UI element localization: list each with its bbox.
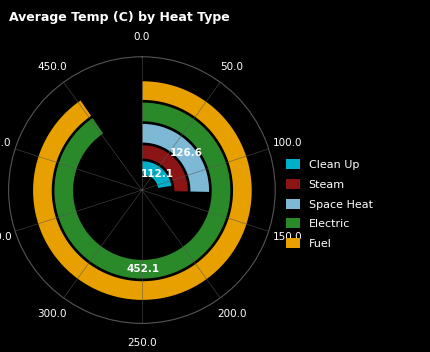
Text: Average Temp (C) by Heat Type: Average Temp (C) by Heat Type — [9, 11, 229, 24]
Text: 126.6: 126.6 — [169, 148, 203, 158]
Text: 452.1: 452.1 — [127, 264, 160, 274]
Legend: Clean Up, Steam, Space Heat, Electric, Fuel: Clean Up, Steam, Space Heat, Electric, F… — [281, 154, 378, 254]
Text: 112.1: 112.1 — [141, 169, 174, 179]
